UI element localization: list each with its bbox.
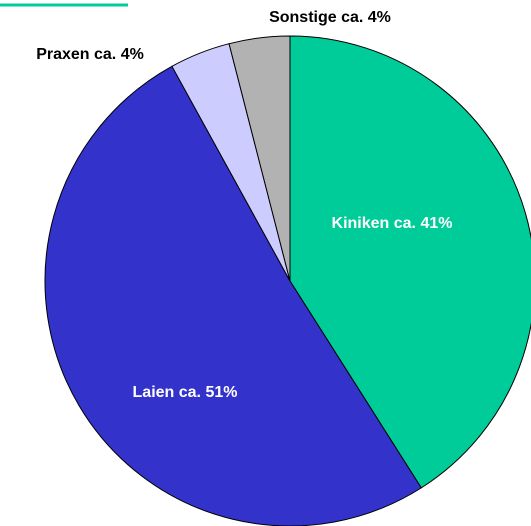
slice-label: Laien ca. 51% — [133, 384, 238, 401]
pie-slice — [44, 65, 422, 526]
pie-slice — [289, 35, 531, 489]
slice-label: Praxen ca. 4% — [36, 46, 144, 63]
pie-slice — [228, 35, 291, 282]
slice-label: Sonstige ca. 4% — [269, 9, 391, 26]
slice-label: Kiniken ca. 41% — [332, 215, 453, 232]
